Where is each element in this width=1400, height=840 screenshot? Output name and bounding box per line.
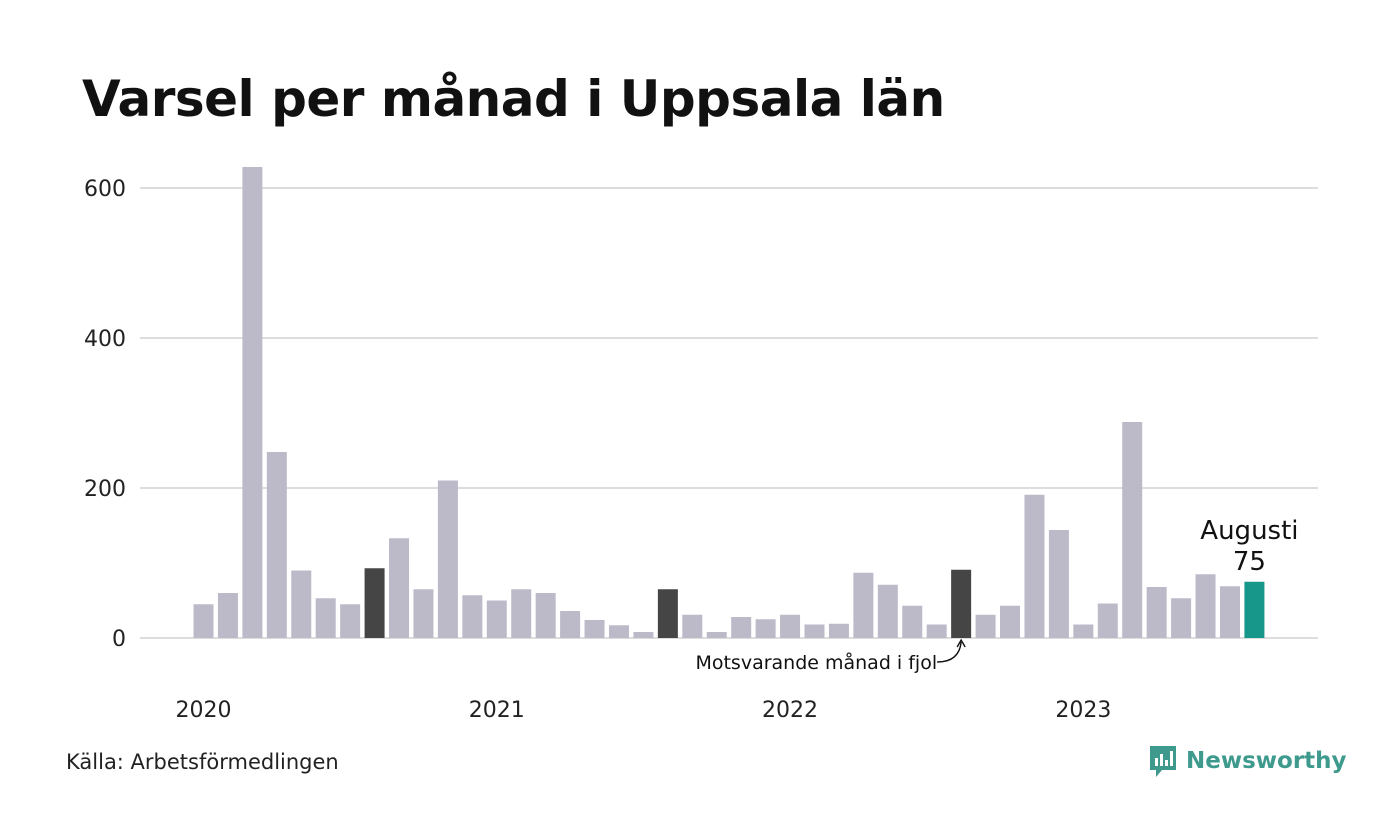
bar (1122, 422, 1143, 638)
x-tick-label: 2022 (762, 698, 818, 723)
highlight-value-label: 75 (1233, 547, 1266, 577)
bars (193, 167, 1265, 638)
x-axis-ticks: 2020 2021 2022 2023 (176, 698, 1112, 723)
bar (780, 614, 801, 638)
bar (853, 572, 874, 638)
bar (975, 614, 996, 638)
source-credit: Källa: Arbetsförmedlingen (66, 750, 339, 774)
bar (1171, 598, 1192, 638)
bar (315, 598, 336, 638)
bar (877, 584, 898, 638)
chart-title: Varsel per månad i Uppsala län (82, 70, 945, 128)
bar (266, 452, 287, 638)
bar (291, 570, 312, 638)
y-tick-label: 600 (84, 177, 126, 202)
bar (1219, 586, 1240, 638)
bar (511, 589, 532, 638)
y-tick-label: 200 (84, 477, 126, 502)
bar (1000, 605, 1021, 638)
bar (535, 593, 556, 638)
bar (1244, 581, 1265, 638)
bar (1195, 574, 1216, 638)
bar (1146, 587, 1167, 638)
bar (462, 595, 483, 638)
x-tick-label: 2023 (1055, 698, 1111, 723)
y-tick-label: 0 (112, 627, 126, 652)
bar (364, 568, 385, 638)
annotation-arrowhead (956, 638, 966, 648)
brand-name: Newsworthy (1186, 748, 1347, 774)
bar (755, 619, 776, 638)
newsworthy-logo-icon (1150, 746, 1176, 777)
x-tick-label: 2020 (176, 698, 232, 723)
bar (828, 623, 849, 638)
bar (437, 480, 458, 638)
bar (633, 632, 654, 638)
x-tick-label: 2021 (469, 698, 525, 723)
grid-lines (140, 187, 1318, 639)
bar (926, 624, 947, 638)
bar (657, 589, 678, 638)
highlight-month-label: Augusti (1200, 516, 1298, 546)
bar (706, 632, 727, 638)
bar (340, 604, 361, 638)
bar (951, 569, 972, 638)
bar (193, 604, 214, 638)
y-axis-ticks: 0 200 400 600 (84, 177, 126, 652)
bar (1048, 530, 1069, 638)
bar (731, 617, 752, 638)
bar (217, 593, 238, 638)
annotation-group: Motsvarande månad i fjol (695, 638, 966, 674)
bar (1024, 494, 1045, 638)
bar (584, 620, 605, 638)
bar (608, 625, 629, 638)
annotation-arrow (937, 641, 962, 663)
bar (242, 167, 263, 638)
bar (389, 538, 410, 638)
bar (1073, 624, 1094, 638)
bar (902, 605, 923, 638)
bar (804, 624, 825, 638)
y-tick-label: 400 (84, 327, 126, 352)
bar (1097, 603, 1118, 638)
bar (413, 589, 434, 638)
annotation-text: Motsvarande månad i fjol (695, 651, 937, 674)
brand-logo: Newsworthy (1148, 744, 1347, 778)
bar (560, 611, 581, 638)
bar (486, 600, 507, 638)
bar (682, 614, 703, 638)
